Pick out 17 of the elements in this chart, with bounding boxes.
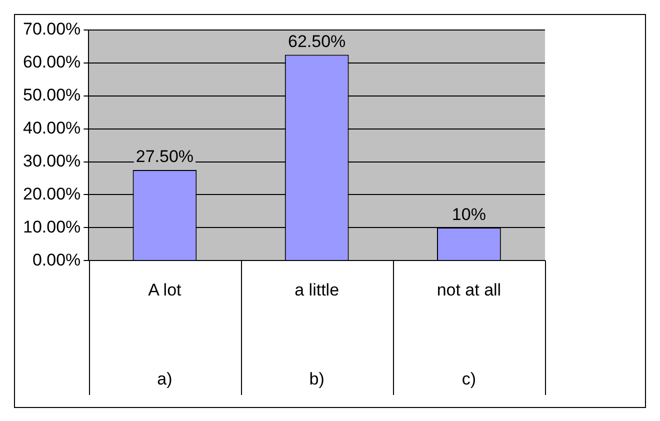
x-tick-label: a little (294, 280, 340, 300)
text: b) (309, 370, 324, 389)
y-tick-label: 40.00% (22, 118, 81, 138)
y-tick-label: 70.00% (22, 20, 81, 39)
data-label: 27.50% (136, 147, 194, 166)
data-label: 10% (452, 204, 486, 224)
y-tick-label: 0.00% (32, 250, 81, 270)
y-tick-label: 10.00% (22, 217, 81, 236)
y-tick-label: 50.00% (22, 86, 81, 105)
text: a) (157, 370, 172, 389)
y-tick-label: 60.00% (22, 52, 81, 72)
x-tick-label: not at all (436, 280, 502, 300)
text: c) (462, 370, 476, 389)
y-tick-label: 20.00% (22, 184, 81, 204)
x-tick-label: A lot (148, 280, 182, 300)
data-label: 62.50% (288, 32, 346, 51)
y-tick-label: 30.00% (22, 151, 81, 170)
